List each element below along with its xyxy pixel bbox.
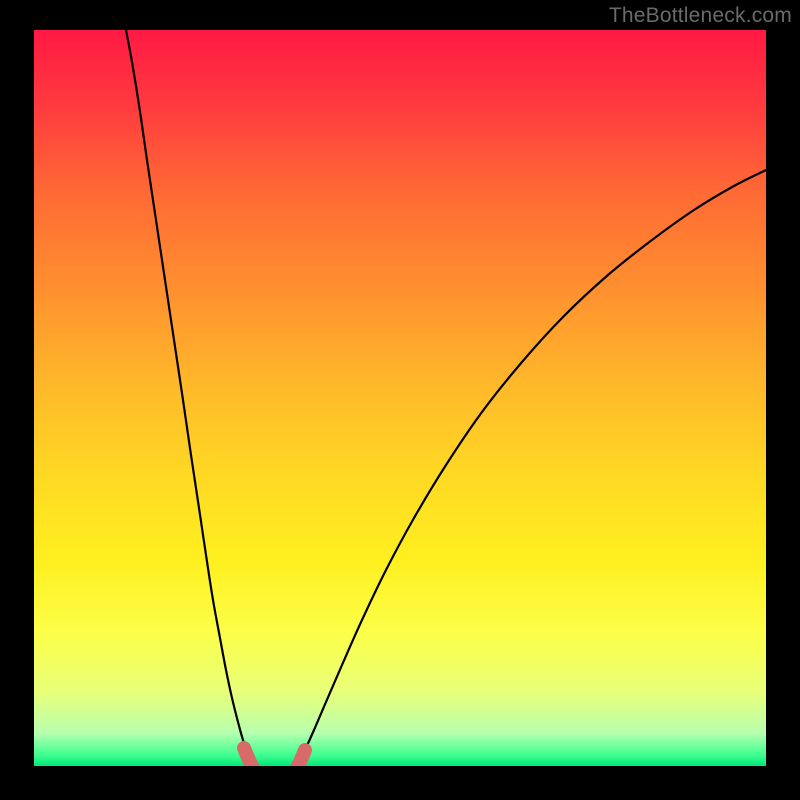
curve-overlay [34,30,766,766]
bottom-marker [244,748,305,766]
plot-area [34,30,766,766]
curve-left-branch [126,30,252,763]
watermark-text: TheBottleneck.com [609,4,792,28]
curve-right-branch [299,170,766,763]
